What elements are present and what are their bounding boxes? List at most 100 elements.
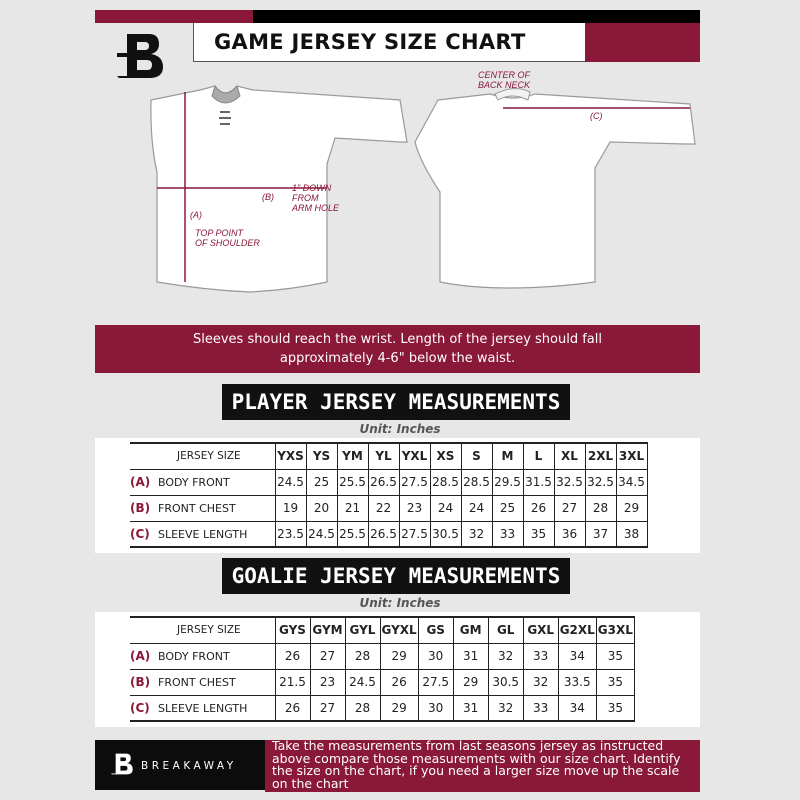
back-jersey-diagram xyxy=(414,88,696,289)
page-title: GAME JERSEY SIZE CHART xyxy=(214,30,526,54)
size-header: YL xyxy=(367,442,400,470)
table-cell: 27 xyxy=(309,642,346,670)
table-row: (B) FRONT CHEST 21.5 23 24.5 26 27.5 29 30.5 32 33… xyxy=(130,668,635,696)
row-label: (C) SLEEVE LENGTH xyxy=(130,520,276,548)
table-cell: 31 xyxy=(452,694,489,722)
row-letter: (A) xyxy=(130,649,151,663)
size-header: YXL xyxy=(398,442,431,470)
row-label: (A) BODY FRONT xyxy=(130,468,276,496)
table-cell: 32.5 xyxy=(584,468,617,496)
table-row: (C) SLEEVE LENGTH 23.5 24.5 25.5 26.5 27.5 30.5… xyxy=(130,520,648,548)
c-annotation: (C) xyxy=(590,111,603,121)
table-cell: 33 xyxy=(522,694,559,722)
row-letter: (C) xyxy=(130,526,150,541)
table-cell: 26 xyxy=(274,642,311,670)
table-cell: 24.5 xyxy=(344,668,381,696)
size-header: L xyxy=(522,442,555,470)
size-header: GXL xyxy=(522,616,559,644)
top-point-annotation: TOP POINT OF SHOULDER xyxy=(195,228,260,248)
row-letter: (C) xyxy=(130,700,150,715)
table-cell: 26.5 xyxy=(367,520,400,548)
player-size-table: JERSEY SIZE YXS YS YM YL YXL XS S M L XL 2XL 3XL (A) B… xyxy=(130,442,648,548)
breakaway-logo-icon xyxy=(117,34,163,78)
table-cell: 21 xyxy=(336,494,369,522)
row-name: SLEEVE LENGTH xyxy=(158,527,248,541)
table-cell: 28.5 xyxy=(429,468,462,496)
jersey-size-header: JERSEY SIZE xyxy=(130,616,276,644)
table-cell: 25.5 xyxy=(336,520,369,548)
row-name: FRONT CHEST xyxy=(158,676,236,689)
table-cell: 27.5 xyxy=(398,468,431,496)
table-cell: 23 xyxy=(398,494,431,522)
table-cell: 24.5 xyxy=(305,520,338,548)
size-header: 2XL xyxy=(584,442,617,470)
row-label: (A) BODY FRONT xyxy=(130,642,276,670)
size-header: YXS xyxy=(274,442,307,470)
table-cell: 32 xyxy=(487,694,524,722)
top-accent-bar xyxy=(95,10,253,23)
size-header: S xyxy=(460,442,493,470)
table-header-row: JERSEY SIZE YXS YS YM YL YXL XS S M L XL 2XL 3XL xyxy=(130,442,648,470)
size-header: GYS xyxy=(274,616,311,644)
goalie-unit-label: Unit: Inches xyxy=(359,596,441,610)
table-cell: 27.5 xyxy=(398,520,431,548)
table-cell: 29 xyxy=(615,494,648,522)
row-name: SLEEVE LENGTH xyxy=(158,701,248,715)
table-cell: 19 xyxy=(274,494,307,522)
table-cell: 27 xyxy=(309,694,346,722)
footer-logo-icon xyxy=(110,753,133,775)
table-cell: 30.5 xyxy=(429,520,462,548)
table-cell: 33 xyxy=(491,520,524,548)
table-cell: 37 xyxy=(584,520,617,548)
row-name: BODY FRONT xyxy=(158,650,230,663)
center-back-neck-annotation: CENTER OF BACK NECK xyxy=(478,70,531,90)
table-cell: 29.5 xyxy=(491,468,524,496)
one-inch-down-annotation: 1" DOWN FROM ARM HOLE xyxy=(292,183,340,213)
row-letter: (A) xyxy=(130,475,151,489)
table-cell: 26 xyxy=(379,668,419,696)
size-header: GYXL xyxy=(379,616,419,644)
table-cell: 31 xyxy=(452,642,489,670)
row-letter: (B) xyxy=(130,675,151,689)
size-header: GYL xyxy=(344,616,381,644)
table-cell: 25 xyxy=(305,468,338,496)
size-header: XL xyxy=(553,442,586,470)
a-annotation: (A) xyxy=(190,210,202,220)
table-cell: 33 xyxy=(522,642,559,670)
footer-brand-panel: BREAKAWAY xyxy=(95,740,265,790)
table-cell: 25.5 xyxy=(336,468,369,496)
size-header: GYM xyxy=(309,616,346,644)
table-cell: 32.5 xyxy=(553,468,586,496)
row-label: (C) SLEEVE LENGTH xyxy=(130,694,276,722)
player-section-title: PLAYER JERSEY MEASUREMENTS xyxy=(222,384,570,420)
table-cell: 26.5 xyxy=(367,468,400,496)
goalie-section-title: GOALIE JERSEY MEASUREMENTS xyxy=(222,558,570,594)
table-cell: 28 xyxy=(584,494,617,522)
fit-note-text: Sleeves should reach the wrist. Length o… xyxy=(192,332,602,366)
table-cell: 24.5 xyxy=(274,468,307,496)
table-cell: 25 xyxy=(491,494,524,522)
table-cell: 22 xyxy=(367,494,400,522)
size-header: XS xyxy=(429,442,462,470)
table-cell: 23 xyxy=(309,668,346,696)
size-header: G2XL xyxy=(557,616,597,644)
table-cell: 30.5 xyxy=(487,668,524,696)
table-header-row: JERSEY SIZE GYS GYM GYL GYXL GS GM GL GXL G2XL G3X… xyxy=(130,616,635,644)
table-cell: 28 xyxy=(344,642,381,670)
table-cell: 32 xyxy=(487,642,524,670)
row-letter: (B) xyxy=(130,501,151,515)
row-name: BODY FRONT xyxy=(158,476,230,489)
title-box xyxy=(193,23,585,62)
size-header: GL xyxy=(487,616,524,644)
table-cell: 32 xyxy=(460,520,493,548)
top-black-bar xyxy=(253,10,700,23)
size-header: YS xyxy=(305,442,338,470)
table-cell: 26 xyxy=(522,494,555,522)
footer-instructions: Take the measurements from last seasons … xyxy=(265,740,700,792)
title-accent-block xyxy=(585,23,700,62)
table-cell: 33.5 xyxy=(557,668,597,696)
table-cell: 35 xyxy=(595,668,635,696)
table-cell: 34 xyxy=(557,642,597,670)
size-header: YM xyxy=(336,442,369,470)
table-row: (A) BODY FRONT 26 27 28 29 30 31 32 33 34 35 xyxy=(130,642,635,670)
